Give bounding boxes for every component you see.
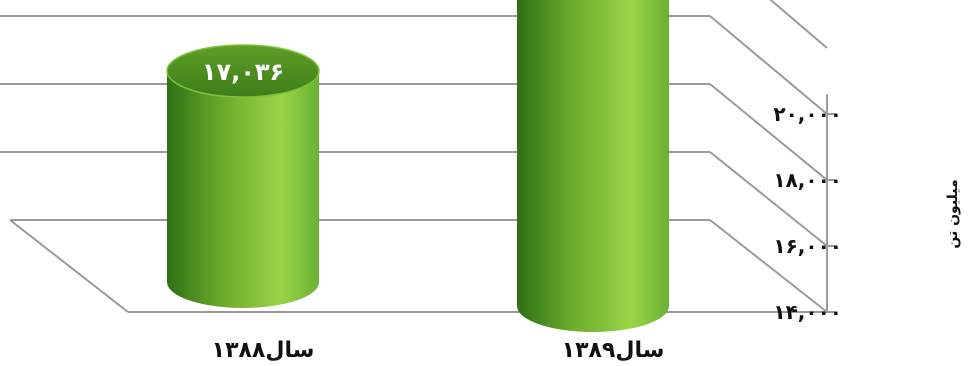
y-tick-label: ۱۴,۰۰۰ [773, 300, 842, 324]
side-grid-line [769, 0, 828, 49]
bar-top [166, 44, 320, 98]
y-tick-label: ۲۰,۰۰۰ [773, 102, 842, 126]
side-grid-line [709, 83, 828, 181]
y-tick-label: ۱۶,۰۰۰ [773, 234, 842, 258]
bar-body [167, 70, 319, 308]
side-grid-line [709, 151, 828, 247]
bars-layer [166, 0, 669, 332]
y-tick-label: ۱۸,۰۰۰ [773, 168, 842, 192]
labels-layer: ۱۴,۰۰۰ ۱۶,۰۰۰ ۱۸,۰۰۰ ۲۰,۰۰۰ میلیون تن ۱۷,۰۳۶ س… [202, 58, 961, 363]
bar-body [517, 0, 669, 332]
category-label: سال۱۳۸۹ [562, 338, 665, 363]
category-label: سال۱۳۸۸ [212, 338, 315, 363]
bar-cylinder [166, 44, 320, 308]
bar-cylinder [517, 0, 669, 332]
floor-right-edge [709, 219, 828, 313]
axes-layer [0, 0, 835, 313]
floor-left-edge [9, 219, 129, 313]
bar-value-label: ۱۷,۰۳۶ [202, 58, 284, 86]
y-axis-title: میلیون تن [945, 179, 961, 248]
side-grid-line [709, 15, 828, 115]
